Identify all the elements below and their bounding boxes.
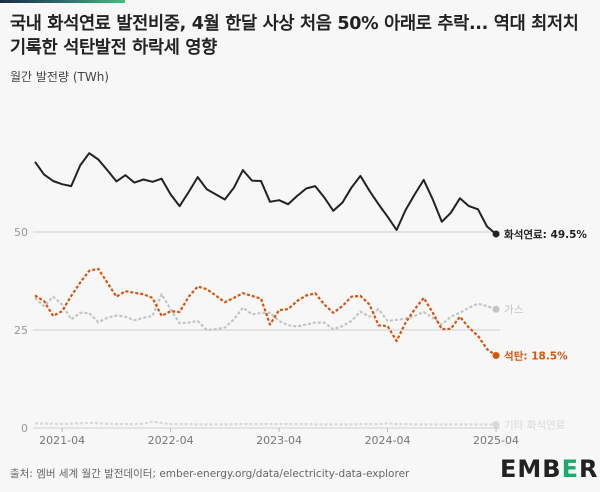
y-tick-label: 50	[14, 226, 28, 239]
series-line-2	[34, 267, 497, 357]
x-tick-label: 2022-04	[148, 434, 194, 447]
ember-logo: EMBER	[500, 455, 599, 483]
series-end-point	[492, 420, 500, 428]
brand-accent-bar	[0, 0, 125, 3]
series-end-point	[492, 351, 500, 359]
series-line-1	[34, 293, 497, 332]
series-line-0	[34, 152, 497, 235]
series-end-label: 석탄: 18.5%	[504, 349, 568, 362]
series-line-3	[34, 420, 496, 426]
y-tick-label: 0	[21, 422, 28, 435]
y-tick-label: 25	[14, 324, 28, 337]
x-tick-label: 2025-04	[473, 434, 519, 447]
series-end-label: 기타 화석연료	[504, 419, 566, 431]
series-end-point	[492, 305, 500, 313]
x-tick-label: 2021-04	[39, 434, 85, 447]
series-end-label: 가스	[504, 304, 524, 316]
source-note: 출처: 엠버 세계 월간 발전데이터; ember-energy.org/dat…	[10, 468, 410, 480]
series-end-point	[492, 230, 500, 238]
chart-subtitle: 월간 발전량 (TWh)	[10, 70, 109, 84]
series-end-label: 화석연료: 49.5%	[504, 228, 587, 241]
x-tick-label: 2024-04	[365, 434, 411, 447]
chart-title: 국내 화석연료 발전비중, 4월 한달 사상 처음 50% 아래로 추락... …	[10, 14, 579, 58]
x-tick-label: 2023-04	[256, 434, 302, 447]
